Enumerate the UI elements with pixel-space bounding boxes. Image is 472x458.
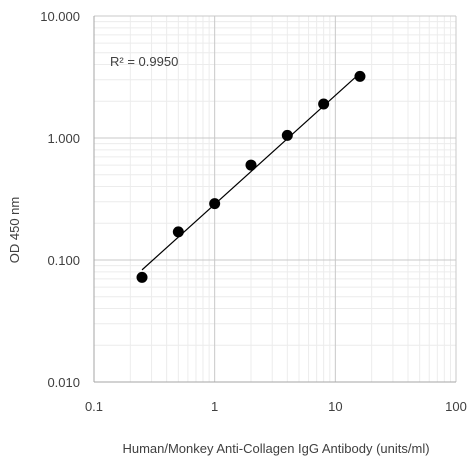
x-tick-label: 0.1 [85,399,103,414]
y-tick-label: 1.000 [47,131,80,146]
grid [93,15,457,383]
y-tick-label: 10.000 [40,9,80,24]
data-point [318,98,330,110]
data-point [354,70,366,82]
y-axis-title: OD 450 nm [7,197,22,263]
data-series [136,70,366,283]
y-tick-label: 0.010 [47,375,80,390]
data-point [136,271,148,283]
data-point [245,159,257,171]
y-tick-label: 0.100 [47,253,80,268]
tick-labels: 0.1 1 10 100 0.010 0.100 1.000 10.000 [40,9,467,414]
x-axis-title: Human/Monkey Anti-Collagen IgG Antibody … [122,441,429,456]
data-point [281,129,293,141]
data-point [172,226,184,238]
axes [93,16,456,383]
x-tick-label: 10 [328,399,342,414]
x-tick-label: 1 [211,399,218,414]
r-squared-annotation: R² = 0.9950 [110,54,178,69]
x-tick-label: 100 [445,399,467,414]
data-point [209,198,221,210]
